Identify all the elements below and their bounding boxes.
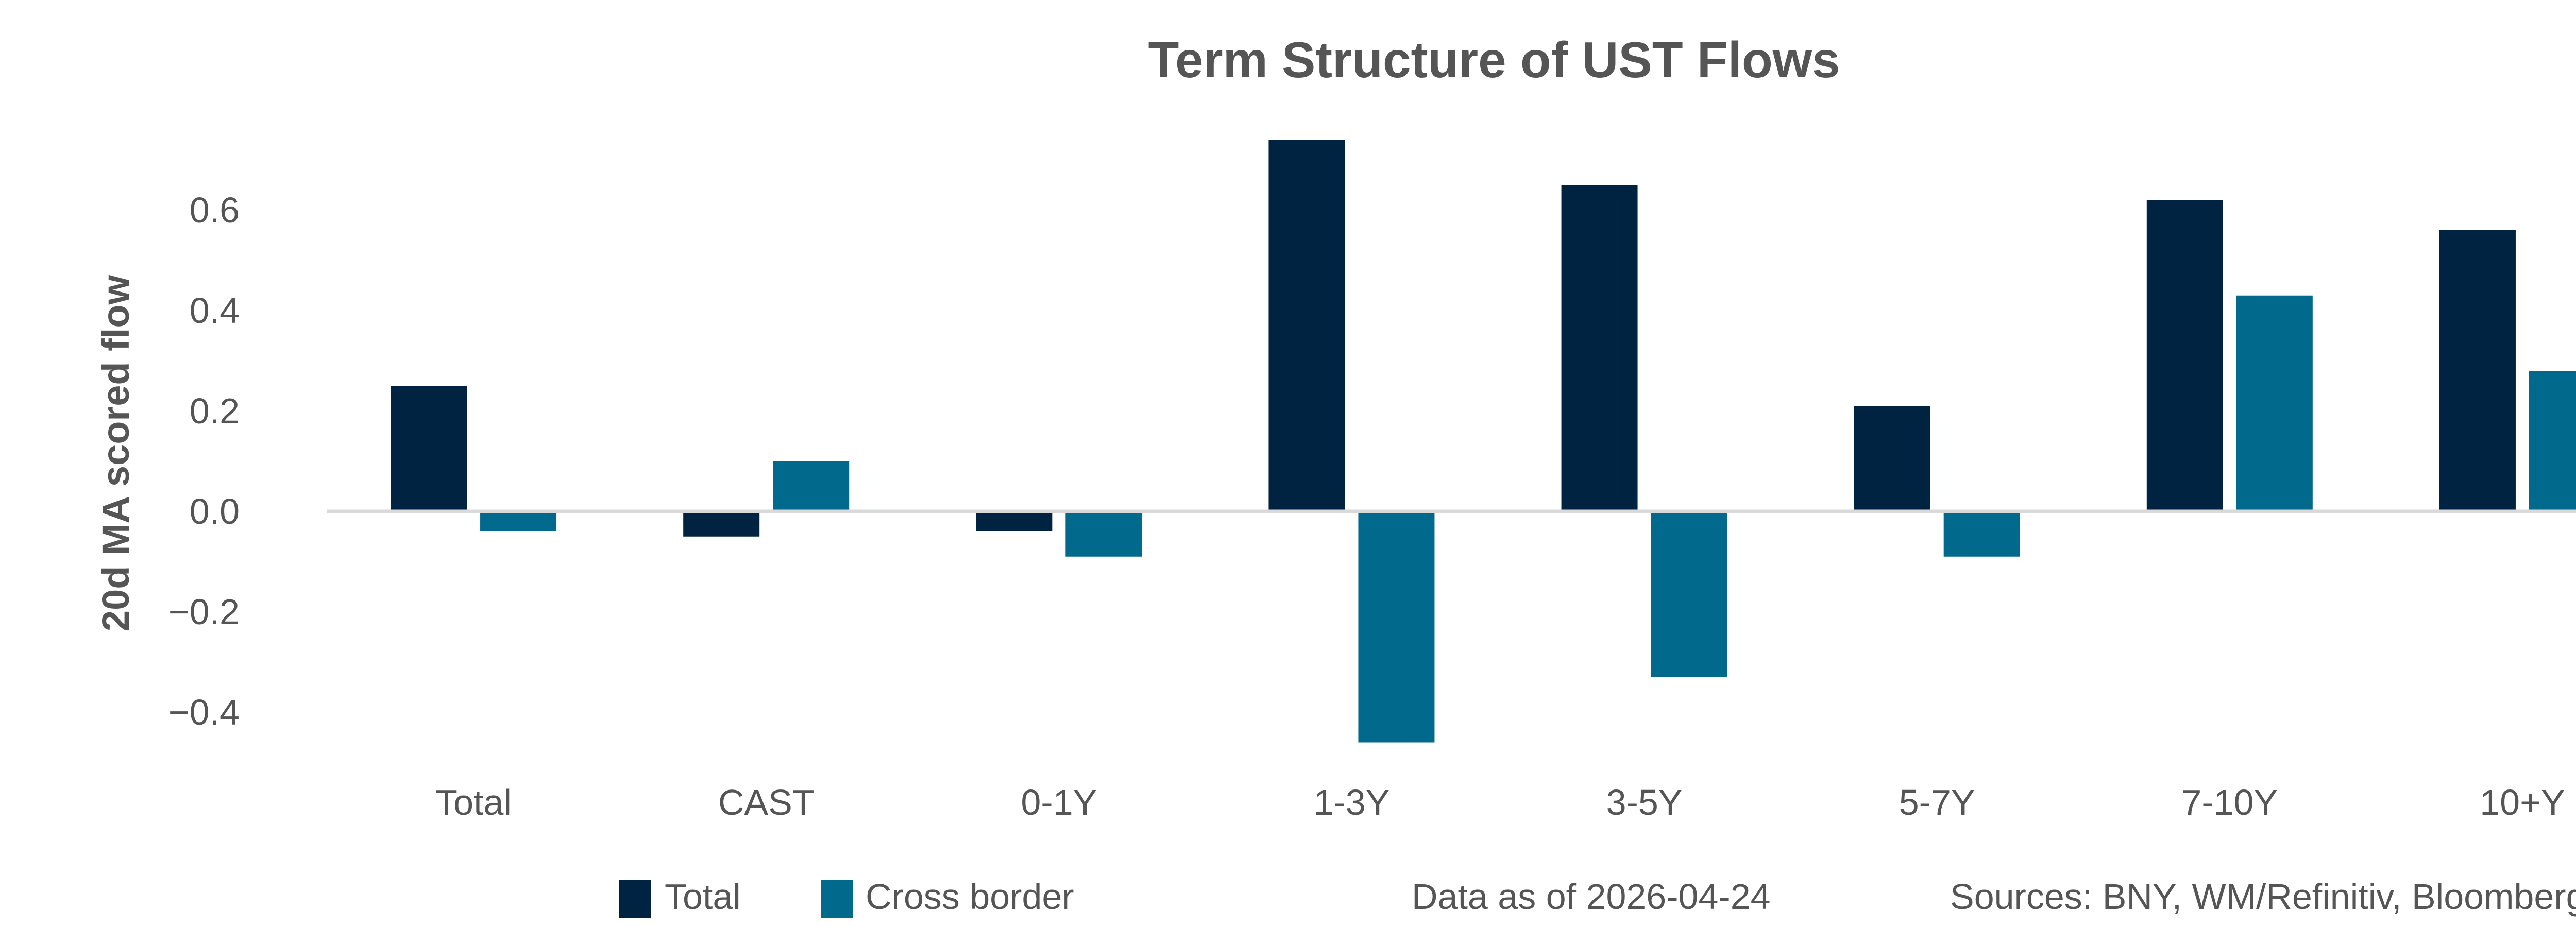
bar-total-0-1y: [976, 511, 1053, 531]
bar-cross-border-5-7y: [1943, 511, 2020, 557]
bar-total-1-3y: [1268, 140, 1345, 511]
x-tick-label: 1-3Y: [1314, 782, 1390, 822]
x-tick-label: CAST: [718, 782, 815, 822]
legend-label-cross-border: Cross border: [866, 877, 1074, 917]
y-tick-label: 0.6: [190, 190, 240, 230]
bar-total-7-10y: [2146, 200, 2223, 511]
x-tick-label: Total: [435, 782, 512, 822]
bar-total-3-5y: [1561, 185, 1638, 511]
bar-total-10-y: [2439, 230, 2516, 511]
x-axis-ticks: Total CAST 0-1Y 1-3Y 3-5Y 5-7Y 7-10Y 10+Y: [435, 782, 2565, 822]
y-tick-label: −0.4: [168, 692, 240, 732]
bar-cross-border-cast: [773, 461, 850, 511]
y-tick-label: −0.2: [168, 592, 240, 632]
bar-cross-border-3-5y: [1651, 511, 1727, 677]
y-axis-label: 20d MA scored flow: [94, 274, 137, 631]
y-axis-ticks: −0.4 −0.2 0.0 0.2 0.4 0.6: [168, 190, 240, 732]
x-tick-label: 10+Y: [2480, 782, 2565, 822]
y-tick-label: 0.0: [190, 491, 240, 531]
sources-note: Sources: BNY, WM/Refinitiv, Bloomberg: [1950, 877, 2576, 917]
bar-total-5-7y: [1854, 406, 1930, 511]
data-as-of-note: Data as of 2026-04-24: [1412, 877, 1771, 917]
legend: Total Cross border: [619, 877, 1074, 918]
bar-cross-border-total: [480, 511, 557, 531]
bar-cross-border-0-1y: [1065, 511, 1142, 557]
bar-cross-border-10-y: [2529, 371, 2576, 511]
bar-total-total: [391, 386, 467, 511]
y-tick-label: 0.2: [190, 391, 240, 431]
y-tick-label: 0.4: [190, 290, 240, 331]
bar-cross-border-1-3y: [1358, 511, 1435, 743]
legend-swatch-total: [619, 880, 651, 918]
bars: [391, 140, 2576, 743]
x-tick-label: 7-10Y: [2181, 782, 2278, 822]
legend-label-total: Total: [665, 877, 741, 917]
bar-total-cast: [683, 511, 760, 537]
x-tick-label: 3-5Y: [1606, 782, 1683, 822]
chart-title: Term Structure of UST Flows: [1148, 31, 1840, 88]
x-tick-label: 0-1Y: [1021, 782, 1097, 822]
x-tick-label: 5-7Y: [1899, 782, 1975, 822]
legend-swatch-cross-border: [821, 880, 853, 918]
bar-cross-border-7-10y: [2236, 295, 2313, 511]
